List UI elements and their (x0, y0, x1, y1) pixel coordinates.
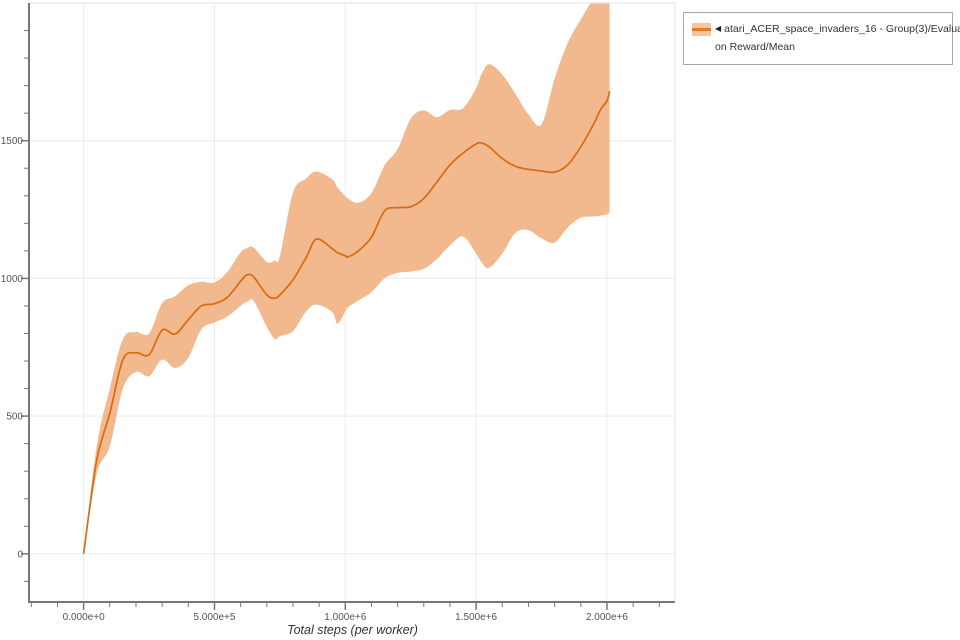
legend-label: ◀ atari_ACER_space_invaders_16 - Group(3)… (715, 20, 960, 56)
svg-text:5.000e+5: 5.000e+5 (193, 612, 235, 623)
legend-label-line1: atari_ACER_space_invaders_16 - Group(3)/… (724, 23, 960, 35)
plot-frame (28, 2, 676, 603)
axis-ticks (21, 30, 660, 610)
confidence-band (83, 3, 610, 554)
svg-text:500: 500 (6, 412, 23, 423)
svg-text:1000: 1000 (1, 274, 24, 285)
legend-label-line2: on Reward/Mean (715, 41, 795, 53)
collapse-triangle-icon[interactable]: ◀ (715, 24, 722, 33)
x-axis-title: Total steps (per worker) (287, 623, 418, 637)
mean-line[interactable] (82, 90, 611, 554)
legend-band-swatch-icon (692, 23, 711, 36)
svg-text:2.000e+6: 2.000e+6 (586, 612, 628, 623)
x-tick-labels: 0.000e+0 5.000e+5 1.000e+6 1.500e+6 2.000e+6 (63, 612, 629, 623)
svg-text:0: 0 (17, 549, 23, 560)
svg-text:1500: 1500 (1, 136, 24, 147)
legend-line-swatch-icon (692, 28, 711, 31)
svg-text:0.000e+0: 0.000e+0 (63, 612, 105, 623)
legend[interactable]: ◀ atari_ACER_space_invaders_16 - Group(3)… (683, 12, 960, 65)
svg-text:1.000e+6: 1.000e+6 (324, 612, 366, 623)
svg-text:1.500e+6: 1.500e+6 (455, 612, 497, 623)
y-tick-labels: 0 500 1000 1500 (1, 136, 24, 560)
